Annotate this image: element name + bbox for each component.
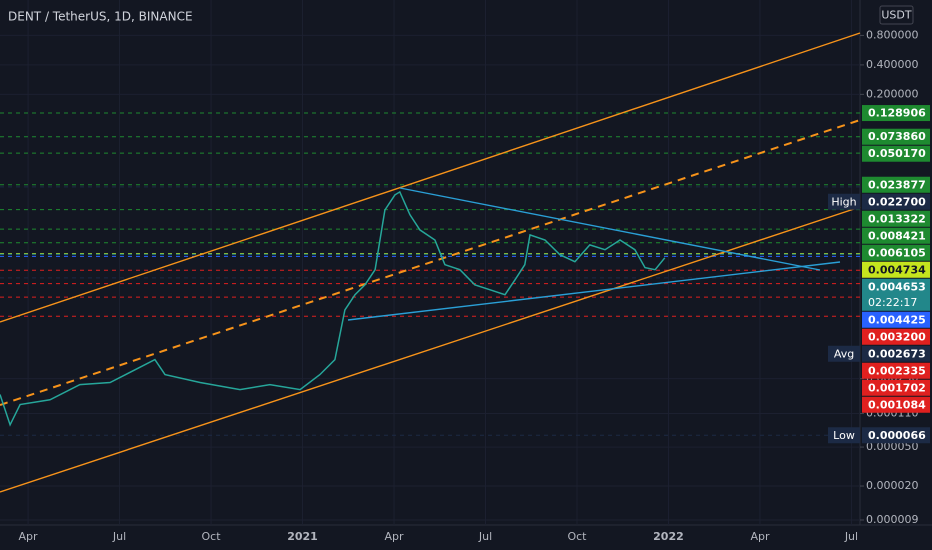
level-tag-box xyxy=(828,345,860,362)
level-box xyxy=(862,345,930,362)
drawings xyxy=(0,32,861,493)
price-line xyxy=(0,190,666,427)
level-box xyxy=(862,328,930,345)
x-tick-label: Apr xyxy=(19,530,39,543)
level-box xyxy=(862,311,930,328)
level-box xyxy=(862,128,930,145)
y-tick-label: 0.000009 xyxy=(866,513,919,526)
level-label: 0.013322 xyxy=(868,212,926,225)
level-box xyxy=(862,105,930,122)
currency-box[interactable] xyxy=(879,5,914,25)
level-label: 0.004425 xyxy=(868,313,926,326)
level-label: 0.073860 xyxy=(868,130,926,143)
level-label: 0.001084 xyxy=(868,398,926,411)
level-box xyxy=(862,362,930,379)
x-tick-label: Jul xyxy=(112,530,126,543)
y-tick-label: 0.200000 xyxy=(866,87,919,100)
level-label: 0.003200 xyxy=(868,330,926,343)
y-tick-label: 0.800000 xyxy=(866,28,919,41)
y-tick-label: 0.000050 xyxy=(866,440,919,453)
level-label: 0.004653 xyxy=(868,280,926,293)
triangle-upper xyxy=(399,187,821,271)
level-label: 0.000066 xyxy=(868,429,926,442)
channel-upper xyxy=(0,32,861,323)
y-tick-label: 0.400000 xyxy=(866,58,919,71)
x-tick-label: 2021 xyxy=(287,530,318,543)
x-tick-label: Apr xyxy=(750,530,770,543)
x-tick-label: Jul xyxy=(844,530,858,543)
level-label: 0.002335 xyxy=(868,364,926,377)
level-box xyxy=(862,396,930,413)
channel-lower xyxy=(0,206,861,493)
level-label: 0.023877 xyxy=(868,178,926,191)
countdown: 02:22:17 xyxy=(868,296,917,309)
x-tick-label: Jul xyxy=(478,530,492,543)
level-tag: High xyxy=(831,195,856,208)
level-tag-box xyxy=(828,193,860,210)
channel-middle xyxy=(0,119,861,406)
level-label: 0.001702 xyxy=(868,381,926,394)
x-tick-label: Oct xyxy=(567,530,587,543)
level-box xyxy=(862,227,930,244)
x-tick-label: 2022 xyxy=(653,530,684,543)
x-tick-label: Oct xyxy=(202,530,222,543)
level-label: 0.002673 xyxy=(868,347,926,360)
level-label: 0.128906 xyxy=(868,107,926,120)
level-box xyxy=(862,427,930,444)
level-label: 0.022700 xyxy=(868,195,926,208)
level-label: 0.004734 xyxy=(868,263,926,276)
currency-label[interactable]: USDT xyxy=(881,9,912,22)
level-box xyxy=(862,145,930,162)
level-tag: Low xyxy=(833,429,855,442)
level-box xyxy=(862,193,930,210)
level-tag: Avg xyxy=(834,347,854,360)
triangle-lower xyxy=(347,261,841,321)
level-label: 0.006105 xyxy=(868,246,926,259)
x-tick-label: Apr xyxy=(384,530,404,543)
level-box xyxy=(862,278,930,311)
level-label: 0.050170 xyxy=(868,147,926,160)
level-box xyxy=(862,244,930,261)
level-label: 0.008421 xyxy=(868,229,926,242)
y-tick-label: 0.000020 xyxy=(866,479,919,492)
level-box xyxy=(862,379,930,396)
level-box xyxy=(862,210,930,227)
chart-title: DENT / TetherUS, 1D, BINANCE xyxy=(8,10,193,24)
level-box xyxy=(862,176,930,193)
level-box xyxy=(862,261,930,278)
level-tag-box xyxy=(828,427,860,444)
